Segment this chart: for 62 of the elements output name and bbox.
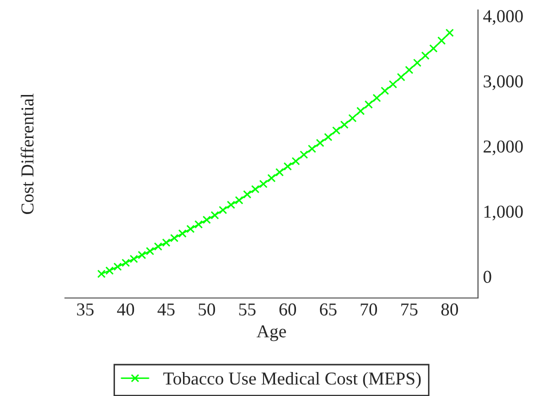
point xyxy=(170,234,178,242)
point xyxy=(130,254,138,264)
point xyxy=(210,211,219,220)
point xyxy=(194,220,203,229)
legend-label: Tobacco Use Medical Cost (MEPS) xyxy=(163,372,421,388)
point xyxy=(348,114,357,122)
point xyxy=(162,238,170,247)
point xyxy=(105,266,114,275)
x-tick-label: 45 xyxy=(158,304,175,316)
point xyxy=(243,190,252,199)
point xyxy=(97,270,106,278)
point xyxy=(356,106,365,116)
point xyxy=(405,66,414,74)
point xyxy=(372,94,381,102)
x-axis-title: Age xyxy=(256,325,286,342)
point xyxy=(113,262,122,271)
point xyxy=(202,216,211,224)
point xyxy=(421,51,430,60)
point xyxy=(340,120,349,129)
point xyxy=(154,242,162,251)
point xyxy=(332,126,340,135)
x-tick-label: 55 xyxy=(239,304,256,316)
x-tick-label: 75 xyxy=(401,304,418,316)
y-tick-label: 2,000 xyxy=(484,140,523,156)
point xyxy=(396,72,406,82)
point xyxy=(138,250,146,260)
point xyxy=(178,229,187,238)
point xyxy=(284,162,292,171)
point xyxy=(226,200,236,209)
point xyxy=(445,28,454,37)
point xyxy=(437,36,446,45)
x-tick-label: 50 xyxy=(198,303,216,316)
x-tick-label: 65 xyxy=(320,303,337,316)
point xyxy=(234,196,244,204)
point xyxy=(259,180,268,188)
point xyxy=(122,258,130,267)
point xyxy=(251,185,260,194)
point xyxy=(300,150,308,159)
point xyxy=(380,86,390,95)
point xyxy=(364,100,373,109)
x-tick-label: 60 xyxy=(279,303,296,316)
point xyxy=(388,80,398,88)
y-tick-label: 4,000 xyxy=(483,10,523,25)
point xyxy=(429,44,438,53)
x-tick-label: 80 xyxy=(441,303,458,316)
point xyxy=(292,157,300,166)
y-tick-label: 1,000 xyxy=(484,206,523,220)
y-tick-label: 3,000 xyxy=(484,75,523,90)
x-tick-label: 70 xyxy=(360,303,378,316)
point xyxy=(413,58,422,67)
point xyxy=(324,132,332,142)
point xyxy=(146,246,154,256)
point xyxy=(308,144,316,153)
point xyxy=(316,138,324,148)
point xyxy=(275,168,284,176)
point xyxy=(218,206,228,214)
point xyxy=(186,224,195,234)
y-axis-title: Cost Differential xyxy=(20,94,34,214)
point xyxy=(267,174,276,182)
x-tick-label: 40 xyxy=(117,303,134,316)
y-tick-label: 0 xyxy=(484,270,492,283)
x-tick-label: 35 xyxy=(77,303,94,316)
